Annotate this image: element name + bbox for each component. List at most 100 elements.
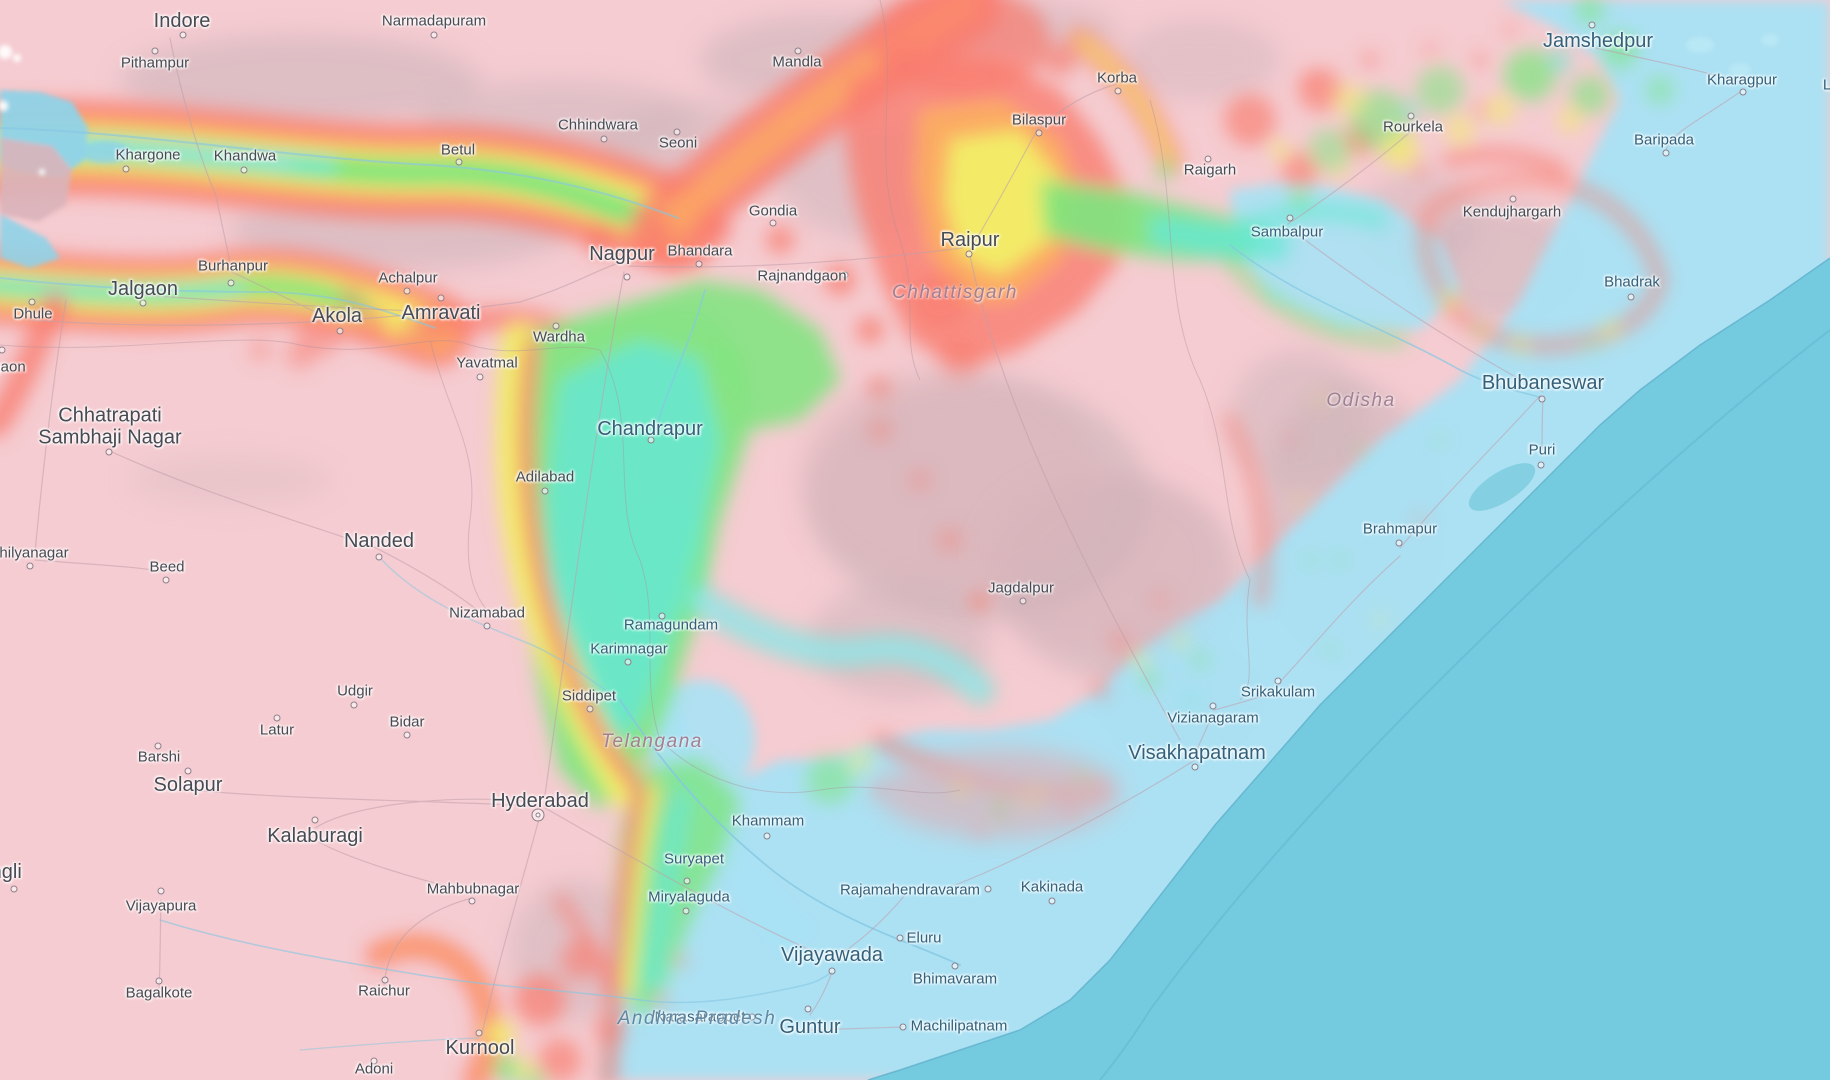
city-label: Mahbubnagar	[426, 880, 520, 898]
city-label: Bhadrak	[1604, 273, 1660, 291]
city-label: Adilabad	[515, 468, 575, 486]
city-label: Khargone	[115, 146, 181, 164]
sea	[867, 257, 1830, 1080]
city-label: Raichur	[358, 982, 410, 1000]
city-label: Pithampur	[120, 54, 190, 72]
city-marker	[841, 271, 849, 279]
city-marker	[430, 31, 438, 39]
city-label: Narmadapuram	[381, 12, 487, 30]
city-label: Visakhapatnam	[1128, 741, 1266, 764]
city-marker	[828, 967, 836, 975]
city-marker	[227, 279, 235, 287]
city-label: Hyderabad	[491, 789, 589, 812]
plateau-mauve	[800, 370, 1220, 838]
city-marker	[1395, 539, 1403, 547]
city-marker	[965, 250, 973, 258]
city-marker	[794, 47, 802, 55]
city-label: Sambalpur	[1250, 223, 1324, 241]
city-marker	[10, 885, 18, 893]
city-label: Vijayawada	[781, 943, 883, 966]
city-marker	[403, 731, 411, 739]
city-label: Khammam	[731, 812, 805, 830]
rivers	[0, 127, 1543, 1051]
city-label: Bhimavaram	[912, 970, 998, 988]
city-marker	[673, 128, 681, 136]
city-label: Kurnool	[445, 1036, 515, 1059]
city-label: Seoni	[658, 134, 698, 152]
city-marker	[769, 219, 777, 227]
city-marker	[162, 576, 170, 584]
chilika-lake	[1468, 463, 1536, 511]
city-label: Beed	[149, 558, 185, 576]
city-label: gaon	[0, 358, 26, 376]
city-marker	[157, 887, 165, 895]
city-marker	[695, 260, 703, 268]
city-label: Kalaburagi	[267, 824, 363, 847]
city-label: Bhandara	[667, 242, 733, 260]
city-marker	[1739, 88, 1747, 96]
city-marker	[475, 1029, 483, 1037]
city-marker	[155, 977, 163, 985]
city-marker	[1209, 702, 1217, 710]
city-label: Akola	[311, 304, 363, 327]
city-marker	[336, 327, 344, 335]
city-label: Narasaraopet	[654, 1008, 746, 1026]
city-marker	[804, 1005, 812, 1013]
city-marker	[311, 816, 319, 824]
city-marker	[623, 273, 631, 281]
city-marker	[1509, 195, 1517, 203]
city-marker	[1407, 112, 1415, 120]
city-marker	[455, 158, 463, 166]
city-marker	[1191, 763, 1199, 771]
city-marker	[184, 767, 192, 775]
city-label: Nanded	[343, 529, 415, 552]
city-marker	[370, 1057, 378, 1065]
city-label: Bhubaneswar	[1481, 371, 1605, 394]
city-marker	[154, 742, 162, 750]
city-label: Jalgaon	[107, 277, 179, 300]
city-label: Betul	[440, 141, 476, 159]
city-marker	[1537, 461, 1545, 469]
city-label: Chhatrapati Sambhaji Nagar	[38, 404, 182, 449]
city-label: Guntur	[779, 1015, 841, 1038]
city-label: Miryalaguda	[648, 888, 730, 906]
city-marker	[151, 47, 159, 55]
city-marker	[273, 714, 281, 722]
city-label: Bagalkote	[125, 984, 193, 1002]
city-label: Khandwa	[213, 147, 277, 165]
city-marker	[586, 705, 594, 713]
city-marker	[403, 287, 411, 295]
city-marker	[483, 622, 491, 630]
city-label: Vijayapura	[125, 897, 197, 915]
city-label: Dhule	[13, 305, 53, 323]
city-label: Udgir	[337, 682, 373, 700]
city-label: Karimnagar	[590, 640, 668, 658]
city-label: Puri	[1528, 441, 1556, 459]
city-label: L	[1822, 76, 1830, 94]
city-label: Ahilyanagar	[0, 544, 69, 562]
city-marker	[647, 436, 655, 444]
city-marker	[984, 885, 992, 893]
city-marker	[1538, 395, 1546, 403]
city-marker	[552, 322, 560, 330]
city-marker	[122, 165, 130, 173]
city-marker	[240, 166, 248, 174]
city-marker	[1035, 129, 1043, 137]
city-marker	[1274, 677, 1282, 685]
city-label: Bidar	[389, 713, 425, 731]
city-marker	[179, 31, 187, 39]
city-marker	[476, 373, 484, 381]
city-label: Raipur	[940, 228, 1000, 251]
state-label: Andhra Pradesh	[617, 1008, 777, 1029]
city-marker	[531, 808, 545, 822]
city-label: Jagdalpur	[988, 579, 1054, 597]
city-label: Ramagundam	[623, 616, 719, 634]
city-marker	[139, 299, 147, 307]
city-marker	[748, 1013, 756, 1021]
city-marker	[375, 553, 383, 561]
city-marker	[1204, 155, 1212, 163]
city-label: Wardha	[533, 328, 585, 346]
